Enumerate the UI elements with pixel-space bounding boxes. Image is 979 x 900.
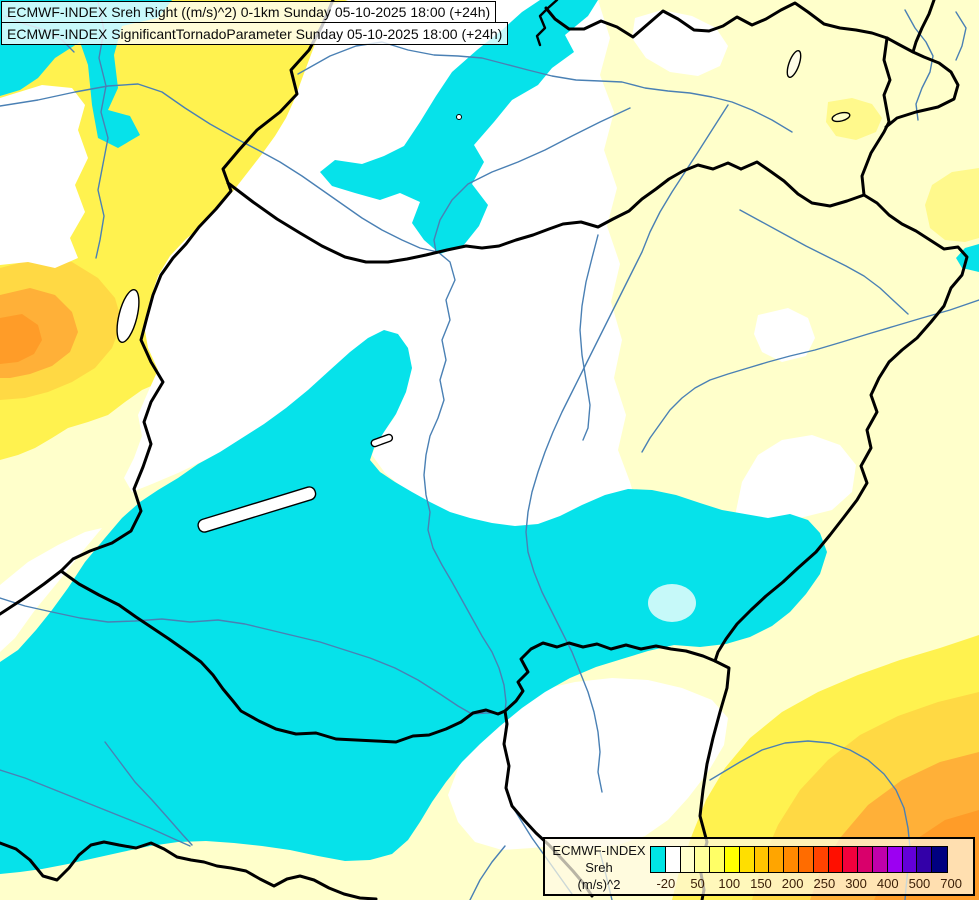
legend-title: ECMWF-INDEX [552, 843, 646, 858]
lake-reservoir [786, 50, 802, 78]
river-ne-1 [904, 9, 934, 121]
legend-cell-19 [931, 846, 948, 873]
legend-tick-400: 400 [876, 876, 899, 891]
legend-tick--20: -20 [656, 876, 676, 891]
river-slovakia-north [297, 41, 793, 133]
border-hu-rs [503, 641, 717, 713]
legend-tick-50: 50 [690, 876, 705, 891]
legend-tick-200: 200 [781, 876, 804, 891]
river-small-1 [469, 845, 506, 900]
map-title-stp-text: ECMWF-INDEX SignificantTornadoParameter … [7, 26, 503, 42]
lake-ne-small [831, 111, 851, 123]
border-hu-ro [713, 193, 969, 663]
river-morava [95, 1, 109, 259]
lake-balaton [197, 486, 317, 533]
legend-units: (m/s)^2 [577, 877, 621, 892]
river-sava-trib2 [104, 741, 193, 846]
river-szamos [739, 209, 909, 315]
river-ne-2 [955, 11, 967, 61]
border-drava [59, 569, 507, 744]
lake-dot [456, 114, 462, 120]
river-vah [433, 107, 631, 253]
legend-tick-300: 300 [845, 876, 867, 891]
contour-fills-white [0, 0, 856, 850]
lake-neusiedl [116, 289, 140, 343]
river-drava [0, 597, 499, 715]
map-title-sreh: ECMWF-INDEX Sreh Right ((m/s)^2) 0-1km S… [1, 1, 497, 23]
border-pl-ua [911, 0, 936, 54]
legend-label-block: ECMWF-INDEX Sreh (m/s)^2 [549, 842, 649, 893]
border-ua-link [860, 36, 892, 197]
legend-color-bar [650, 846, 948, 873]
river-koros [641, 299, 979, 453]
legend-tick-250: 250 [813, 876, 836, 891]
border-ne-chain [739, 160, 866, 208]
border-ua-carpathian [884, 36, 960, 129]
legend-tick-labels: -20 50 100 150 200 250 300 400 500 700 [650, 875, 970, 893]
river-sava-trib1 [0, 769, 191, 847]
map-title-sreh-text: ECMWF-INDEX Sreh Right ((m/s)^2) 0-1km S… [7, 4, 491, 20]
map-title-stp: ECMWF-INDEX SignificantTornadoParameter … [1, 22, 509, 45]
legend-box: ECMWF-INDEX Sreh (m/s)^2 -20 50 100 150 200 2… [543, 837, 975, 896]
border-top-chain [544, 1, 889, 40]
lake-velence [370, 433, 394, 448]
legend-tick-700: 700 [940, 876, 962, 891]
legend-tick-150: 150 [750, 876, 772, 891]
river-danube-upper [0, 83, 439, 253]
legend-tick-100: 100 [718, 876, 741, 891]
border-west [0, 0, 335, 616]
river-tisza [525, 104, 729, 793]
border-top-spur [535, 0, 559, 47]
river-zagyva [579, 234, 599, 441]
legend-subtitle: Sreh [585, 860, 613, 875]
border-sava [0, 840, 378, 900]
legend-tick-500: 500 [908, 876, 931, 891]
lakes [116, 50, 851, 533]
border-danube-sk [226, 161, 743, 264]
